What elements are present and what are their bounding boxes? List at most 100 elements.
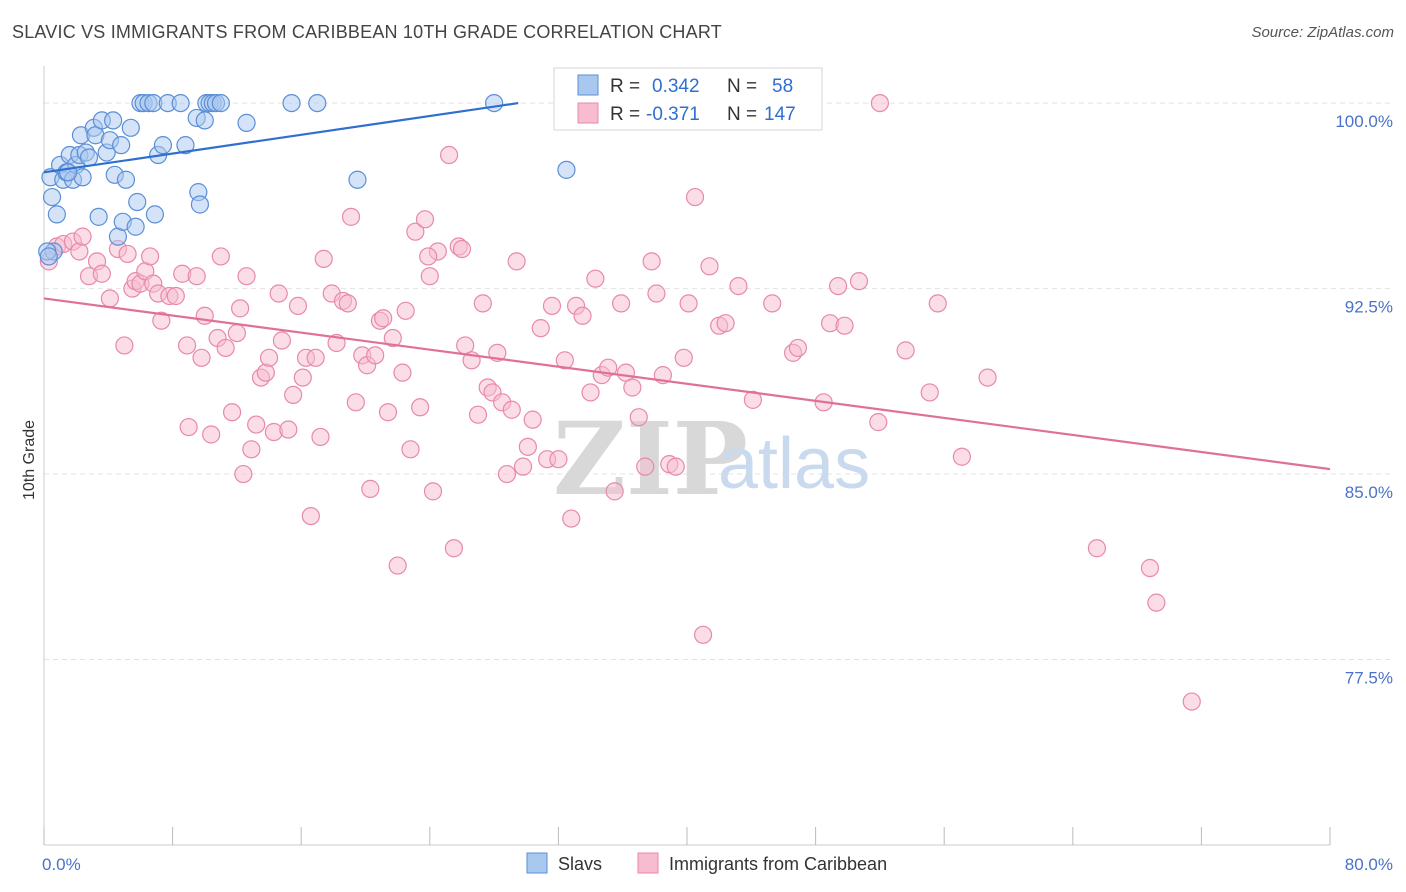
carib-point [869,413,888,432]
carib-point [581,383,600,402]
carib-point [729,276,748,296]
carib-point [700,257,719,276]
axis-layer: 100.0% 92.5% 85.0% 77.5% 0.0% 80.0% [42,66,1393,874]
carib-point [666,457,685,476]
carib-point [378,403,398,422]
legend-r-value-slavs: 0.342 [652,76,700,97]
slavs-point [557,160,576,179]
carib-point [542,296,562,315]
carib-point [411,398,430,417]
legend-n-value-slavs: 58 [772,76,793,97]
legend-r-value-carib: -0.371 [646,104,700,125]
carib-point [311,427,330,447]
source-label: Source: ZipAtlas.com [1251,24,1394,41]
carib-point [393,363,412,382]
carib-point [306,348,325,367]
carib-point [177,336,197,355]
carib-point [187,267,206,286]
y-tick-label: 92.5% [1345,298,1393,317]
carib-point [118,244,137,264]
carib-point [152,311,171,330]
carib-point [497,464,517,484]
carib-point [685,187,705,207]
carib-point [788,338,808,358]
carib-point [242,440,261,459]
carib-point [978,368,997,387]
carib-point [227,323,246,343]
carib-point [629,408,648,427]
slavs-point [348,170,367,189]
carib-point [743,390,763,409]
legend-r-label-slavs: R = [610,76,640,97]
carib-point [100,289,120,308]
carib-trend-line [43,297,1331,471]
slavs-point [282,93,301,113]
carib-point [679,294,698,313]
carib-point [502,400,521,419]
legend-n-label-carib: N = [727,104,757,125]
y-axis-label: 10th Grade [21,420,38,500]
watermark-atlas: atlas [718,424,870,504]
carib-point [1140,558,1160,578]
slavs-point [211,93,230,113]
carib-point [259,348,279,367]
slavs-point [195,111,214,130]
carib-point [452,239,472,259]
carib-point [396,301,415,320]
slavs-point [153,136,173,155]
x-tick-label: 0.0% [42,855,81,874]
carib-point [216,338,235,358]
grid-layer [44,102,1392,661]
carib-point [346,393,365,412]
carib-point [314,249,333,268]
slavs-point [237,113,256,132]
series-legend: Slavs Immigrants from Caribbean [526,852,887,874]
carib-point [341,207,361,226]
bottom-legend-label-carib: Immigrants from Caribbean [669,854,887,874]
carib-point [555,351,574,370]
carib-point [301,506,320,526]
chart-title: SLAVIC VS IMMIGRANTS FROM CARIBBEAN 10TH… [12,22,722,42]
carib-point [401,440,420,459]
carib-point [513,457,533,476]
carib-point [374,309,393,328]
bottom-legend-label-slavs: Slavs [558,854,602,874]
carib-point [140,247,160,266]
carib-point [166,286,185,306]
carib-point [284,385,303,405]
legend-n-label-slavs: N = [727,76,757,97]
legend-n-value-carib: 147 [764,104,796,125]
trend-lines [43,102,1331,471]
carib-point [642,252,661,271]
carib-point [293,368,312,387]
carib-point [383,328,402,348]
carib-point [763,294,782,313]
slavs-point [121,118,140,137]
legend-r-label-carib: R = [610,104,640,125]
carib-point [420,267,439,286]
y-tick-label: 85.0% [1345,483,1393,502]
watermark-zip: ZIP [553,400,748,518]
carib-point [195,306,214,325]
carib-point [222,403,242,422]
carib-point [256,363,275,382]
carib-point [361,479,380,498]
carib-point [269,284,288,303]
carib-point [586,269,605,288]
carib-point [423,482,443,501]
carib-point [439,145,459,165]
slavs-point [485,93,504,113]
carib-point [531,319,550,338]
carib-point [406,222,425,241]
carib-point [1087,539,1107,558]
carib-point [202,425,221,444]
carib-point [415,210,435,229]
carib-point [468,405,488,424]
correlation-legend: R = 0.342 N = 58 R = -0.371 N = 147 [553,67,823,131]
carib-point [611,294,631,313]
carib-point [70,242,89,261]
carib-point [562,509,581,528]
carib-point [247,415,266,434]
carib-point [272,331,292,350]
carib-point [896,341,915,360]
